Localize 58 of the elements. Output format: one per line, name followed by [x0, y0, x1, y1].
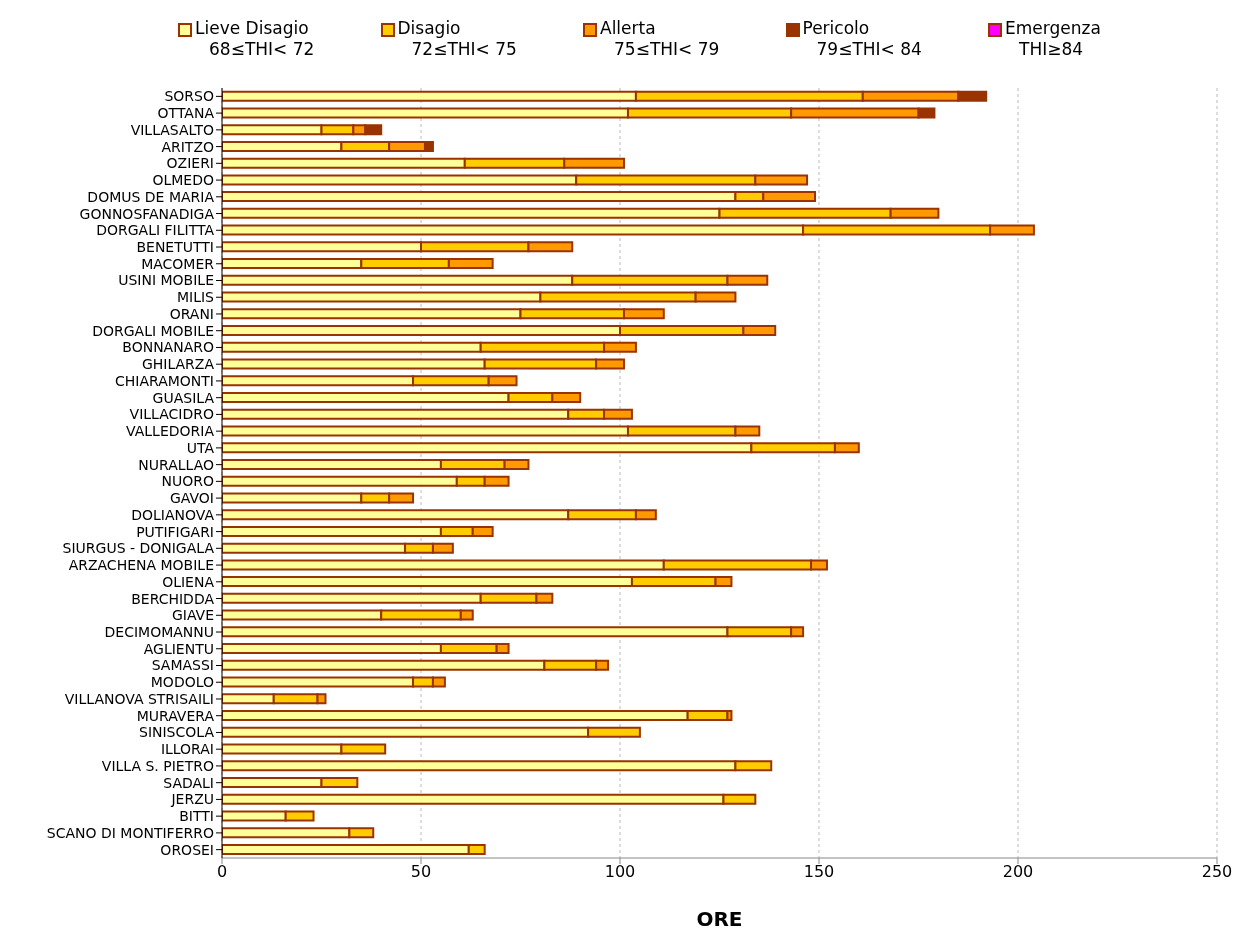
- y-tick-label: SAMASSI: [151, 657, 214, 674]
- y-tick-label: BENETUTTI: [136, 238, 214, 255]
- y-tick-label: PUTIFIGARI: [136, 523, 214, 540]
- x-tick-label: 200: [1002, 862, 1034, 882]
- x-axis-title: ORE: [696, 907, 743, 931]
- y-tick-label: MILIS: [176, 289, 215, 306]
- legend-label: Allerta 75≤THI< 79: [600, 18, 720, 60]
- y-tick-label: GAVOI: [169, 490, 214, 507]
- y-tick-label: OLIENA: [162, 573, 215, 590]
- y-tick-label: DECIMOMANNU: [104, 623, 214, 640]
- y-tick-label: VILLANOVA STRISAILI: [64, 690, 214, 707]
- y-tick-label: ARITZO: [161, 138, 214, 155]
- x-tick-label: 250: [1201, 862, 1233, 882]
- y-tick-label: UTA: [186, 439, 215, 456]
- y-tick-label: USINI MOBILE: [118, 272, 214, 289]
- y-tick-label: DOLIANOVA: [131, 506, 215, 523]
- y-tick-label: GHILARZA: [141, 356, 215, 373]
- y-tick-label: MACOMER: [141, 255, 215, 272]
- x-tick-label: 150: [803, 862, 835, 882]
- y-tick-label: NUORO: [161, 473, 214, 490]
- y-tick-label: SORSO: [164, 88, 214, 105]
- y-tick-label: VILLASALTO: [130, 121, 214, 138]
- y-tick-label: BONNANARO: [122, 339, 214, 356]
- y-tick-label: BITTI: [179, 808, 214, 825]
- y-tick-label: MURAVERA: [136, 707, 215, 724]
- y-tick-label: OLMEDO: [152, 172, 214, 189]
- legend-label: Emergenza THI≥84: [1005, 18, 1101, 60]
- y-tick-label: VILLA S. PIETRO: [101, 757, 214, 774]
- y-tick-label: VALLEDORIA: [126, 423, 215, 440]
- y-tick-label: CHIARAMONTI: [115, 372, 214, 389]
- y-tick-label: SIURGUS - DONIGALA: [62, 540, 215, 557]
- x-tick-label: 0: [216, 862, 228, 882]
- y-tick-label: ORANI: [169, 305, 214, 322]
- x-tick-label: 50: [410, 862, 432, 882]
- y-tick-label: GIAVE: [171, 607, 214, 624]
- y-tick-label: DORGALI MOBILE: [92, 322, 214, 339]
- y-tick-label: DOMUS DE MARIA: [87, 188, 215, 205]
- legend-label: Pericolo 79≤THI< 84: [802, 18, 922, 60]
- y-tick-label: GONNOSFANADIGA: [79, 205, 215, 222]
- y-tick-label: ILLORAI: [160, 741, 214, 758]
- y-tick-label: AGLIENTU: [143, 640, 214, 657]
- y-tick-label: SADALI: [163, 774, 214, 791]
- y-tick-label: OZIERI: [166, 155, 214, 172]
- y-tick-label: JERZU: [170, 791, 214, 808]
- y-tick-label: OROSEI: [160, 841, 214, 858]
- x-tick-label: 100: [604, 862, 636, 882]
- y-tick-label: GUASILA: [152, 389, 215, 406]
- y-tick-label: MODOLO: [150, 674, 214, 691]
- y-tick-label: BERCHIDDA: [131, 590, 215, 607]
- y-tick-label: ARZACHENA MOBILE: [68, 557, 214, 574]
- y-tick-label: SCANO DI MONTIFERRO: [46, 824, 214, 841]
- y-tick-label: SINISCOLA: [139, 724, 215, 741]
- y-tick-label: OTTANA: [157, 105, 215, 122]
- y-tick-label: VILLACIDRO: [129, 406, 214, 423]
- legend-label: Lieve Disagio 68≤THI< 72: [195, 18, 315, 60]
- y-tick-label: NURALLAO: [138, 456, 214, 473]
- y-tick-label: DORGALI FILITTA: [96, 222, 215, 239]
- legend-label: Disagio 72≤THI< 75: [397, 18, 517, 60]
